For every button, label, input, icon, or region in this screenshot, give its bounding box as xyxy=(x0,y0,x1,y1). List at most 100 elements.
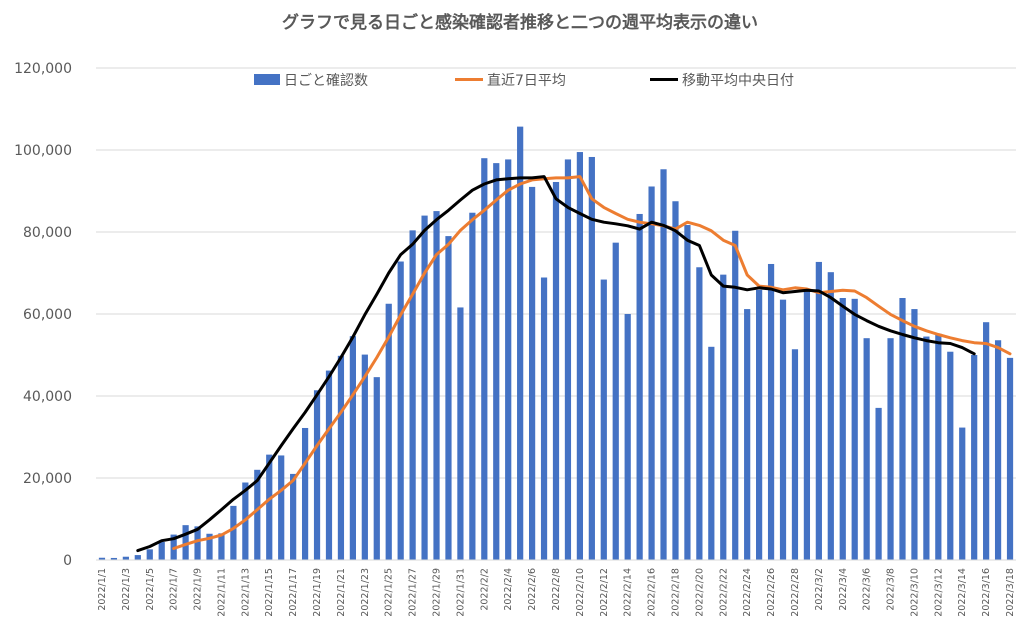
x-tick-label: 2022/3/16 xyxy=(981,568,992,617)
x-tick-label: 2022/1/31 xyxy=(455,568,466,617)
bar xyxy=(875,407,882,560)
bar xyxy=(756,289,763,560)
bar xyxy=(230,505,237,560)
bar xyxy=(744,309,751,560)
bar xyxy=(791,349,799,560)
y-tick-label: 120,000 xyxy=(14,61,72,77)
bar xyxy=(457,307,464,560)
bar xyxy=(660,169,667,560)
bar xyxy=(899,298,906,560)
bar xyxy=(182,525,189,560)
x-tick-label: 2022/2/12 xyxy=(599,568,610,617)
bar xyxy=(433,211,440,560)
legend-label-centered: 移動平均中央日付 xyxy=(682,73,794,89)
bar xyxy=(373,377,380,560)
bar xyxy=(576,152,584,561)
x-tick-label: 2022/2/28 xyxy=(790,568,801,617)
x-tick-label: 2022/1/29 xyxy=(432,568,443,617)
bar xyxy=(337,355,345,560)
y-axis: 0 20,000 40,000 60,000 80,000 100,000 120,000 xyxy=(14,61,72,569)
bar xyxy=(481,158,488,560)
x-tick-label: 2022/3/8 xyxy=(886,568,897,611)
bar xyxy=(672,201,679,560)
bar xyxy=(361,354,368,560)
x-tick-label: 2022/1/3 xyxy=(121,568,132,611)
bar xyxy=(923,336,930,560)
x-tick-label: 2022/1/19 xyxy=(312,568,323,617)
x-tick-label: 2022/2/24 xyxy=(742,568,753,617)
x-tick-label: 2022/2/22 xyxy=(718,568,729,617)
bar xyxy=(648,186,655,561)
x-tick-label: 2022/2/26 xyxy=(766,568,777,617)
x-tick-label: 2022/3/18 xyxy=(1005,568,1016,617)
bar xyxy=(266,454,273,560)
bar xyxy=(540,277,548,560)
bar xyxy=(971,355,978,560)
x-tick-label: 2022/1/5 xyxy=(145,568,156,611)
x-tick-label: 2022/2/16 xyxy=(647,568,658,617)
x-tick-label: 2022/1/25 xyxy=(384,568,395,617)
y-tick-label: 40,000 xyxy=(23,389,72,405)
bar xyxy=(194,526,201,560)
x-tick-label: 2022/1/7 xyxy=(169,568,180,611)
bar xyxy=(469,212,476,561)
x-tick-label: 2022/3/10 xyxy=(909,568,920,617)
bar xyxy=(767,263,775,560)
bar xyxy=(564,159,572,560)
chart-title: グラフで見る日ごと感染確認者推移と二つの週平均表示の違い xyxy=(282,12,758,33)
x-tick-label: 2022/2/6 xyxy=(527,568,538,611)
x-tick-label: 2022/1/27 xyxy=(408,568,419,617)
legend: 日ごと確認数 直近7日平均 移動平均中央日付 xyxy=(254,72,794,89)
bar xyxy=(863,338,870,560)
bar xyxy=(732,230,739,560)
bar xyxy=(935,333,942,560)
x-tick-label: 2022/3/6 xyxy=(862,568,873,611)
bar xyxy=(600,279,607,560)
bar xyxy=(493,163,500,560)
x-tick-label: 2022/1/13 xyxy=(240,568,251,617)
x-tick-label: 2022/1/1 xyxy=(97,568,108,611)
x-tick-label: 2022/2/10 xyxy=(575,568,586,617)
y-tick-label: 60,000 xyxy=(23,307,72,323)
bar xyxy=(779,299,787,560)
bar xyxy=(385,303,392,560)
bar xyxy=(552,181,560,561)
bar xyxy=(349,336,356,560)
legend-swatch-daily xyxy=(254,74,280,85)
x-tick-label: 2022/2/20 xyxy=(694,568,705,617)
x-tick-label: 2022/1/23 xyxy=(360,568,371,617)
bar xyxy=(158,541,165,560)
bar xyxy=(290,473,297,560)
bar xyxy=(278,455,285,560)
x-tick-label: 2022/3/4 xyxy=(838,568,849,611)
bar xyxy=(409,230,416,561)
bar xyxy=(851,298,858,560)
bar xyxy=(325,370,333,560)
bar xyxy=(445,236,452,560)
bar xyxy=(696,267,703,560)
x-tick-label: 2022/3/14 xyxy=(957,568,968,617)
bar xyxy=(612,242,619,560)
bar xyxy=(588,156,595,560)
x-tick-label: 2022/1/15 xyxy=(264,568,275,617)
legend-label-avg7: 直近7日平均 xyxy=(487,72,566,89)
bar xyxy=(959,427,966,560)
x-tick-label: 2022/2/14 xyxy=(623,568,634,617)
y-tick-label: 100,000 xyxy=(14,143,72,159)
bar xyxy=(110,557,118,560)
bar xyxy=(708,346,715,560)
line-avg7 xyxy=(172,175,1012,550)
x-tick-label: 2022/3/12 xyxy=(933,568,944,617)
bar xyxy=(397,261,404,560)
bar xyxy=(254,469,261,560)
x-tick-label: 2022/1/11 xyxy=(216,568,227,617)
x-axis: 2022/1/1 2022/1/3 2022/1/5 2022/1/7 2022/1/9… xyxy=(96,559,1016,617)
bar xyxy=(803,289,811,560)
bar xyxy=(134,555,141,560)
bar xyxy=(911,309,918,560)
x-tick-label: 2022/2/8 xyxy=(551,568,562,611)
bar xyxy=(624,314,631,560)
x-tick-label: 2022/1/17 xyxy=(288,568,299,617)
x-tick-label: 2022/2/2 xyxy=(479,568,490,611)
y-tick-label: 0 xyxy=(63,553,72,569)
